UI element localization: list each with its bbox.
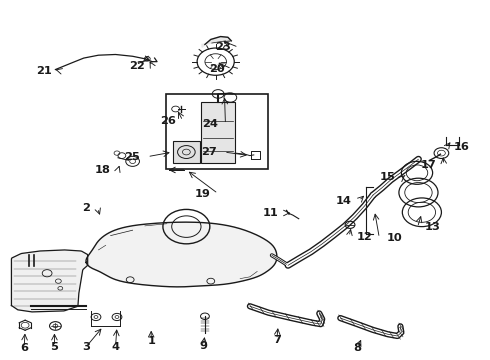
- Text: 3: 3: [82, 342, 90, 352]
- Text: 16: 16: [454, 142, 470, 152]
- Text: 1: 1: [147, 336, 155, 346]
- Text: 24: 24: [202, 120, 218, 129]
- Text: 21: 21: [36, 66, 52, 76]
- Text: 22: 22: [129, 61, 145, 71]
- Text: 11: 11: [263, 208, 278, 218]
- Text: 12: 12: [356, 232, 372, 242]
- Text: 14: 14: [336, 196, 351, 206]
- Text: 10: 10: [387, 233, 402, 243]
- Text: 2: 2: [82, 203, 90, 213]
- Text: 27: 27: [201, 147, 217, 157]
- Polygon shape: [11, 250, 88, 312]
- Text: 25: 25: [124, 152, 140, 162]
- Text: 26: 26: [160, 116, 175, 126]
- Text: 19: 19: [195, 189, 211, 199]
- Polygon shape: [172, 140, 200, 163]
- Polygon shape: [202, 37, 231, 47]
- Text: 18: 18: [95, 165, 111, 175]
- Text: 4: 4: [112, 342, 120, 352]
- Text: 9: 9: [199, 341, 207, 351]
- Text: 7: 7: [273, 334, 281, 345]
- Text: 13: 13: [425, 222, 441, 232]
- Text: 20: 20: [209, 64, 224, 74]
- Text: 8: 8: [353, 343, 362, 353]
- Polygon shape: [86, 222, 277, 287]
- Text: 17: 17: [421, 160, 437, 170]
- Text: 6: 6: [20, 343, 28, 353]
- Bar: [166, 94, 269, 169]
- Text: 23: 23: [216, 42, 231, 52]
- Text: 15: 15: [380, 172, 395, 182]
- Polygon shape: [201, 102, 235, 163]
- Text: 5: 5: [50, 342, 58, 352]
